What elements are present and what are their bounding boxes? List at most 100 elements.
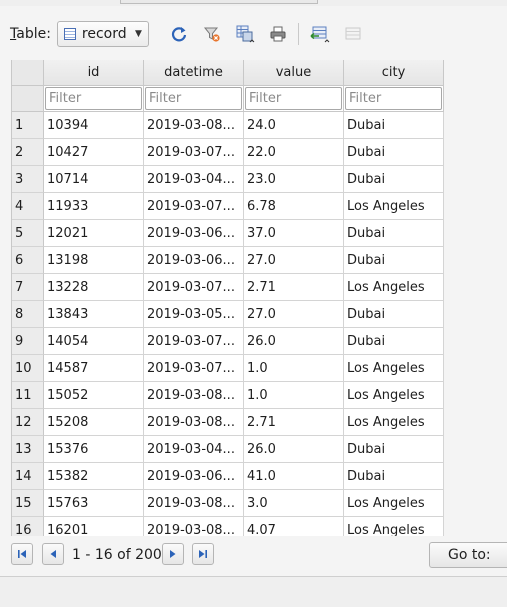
refresh-button[interactable]	[167, 22, 191, 46]
cell-id[interactable]: 12021	[44, 220, 144, 247]
column-header-city[interactable]: city	[344, 60, 444, 86]
cell-city[interactable]: Dubai	[344, 220, 444, 247]
table-row[interactable]: 14 15382 2019-03-06... 41.0 Dubai	[12, 463, 445, 490]
row-number[interactable]: 13	[12, 436, 44, 463]
cell-city[interactable]: Dubai	[344, 436, 444, 463]
cell-datetime[interactable]: 2019-03-07...	[144, 193, 244, 220]
delete-record-button[interactable]	[341, 22, 365, 46]
cell-value[interactable]: 37.0	[244, 220, 344, 247]
cell-datetime[interactable]: 2019-03-05...	[144, 301, 244, 328]
cell-value[interactable]: 22.0	[244, 139, 344, 166]
cell-id[interactable]: 16201	[44, 517, 144, 536]
row-number[interactable]: 2	[12, 139, 44, 166]
table-row[interactable]: 15 15763 2019-03-08... 3.0 Los Angeles	[12, 490, 445, 517]
go-to-button[interactable]: Go to:	[429, 542, 507, 568]
row-number[interactable]: 10	[12, 355, 44, 382]
cell-datetime[interactable]: 2019-03-04...	[144, 436, 244, 463]
table-select[interactable]: record ▼	[56, 21, 149, 47]
cell-city[interactable]: Dubai	[344, 247, 444, 274]
cell-id[interactable]: 15382	[44, 463, 144, 490]
cell-datetime[interactable]: 2019-03-06...	[144, 247, 244, 274]
cell-value[interactable]: 2.71	[244, 409, 344, 436]
table-row[interactable]: 2 10427 2019-03-07... 22.0 Dubai	[12, 139, 445, 166]
cell-value[interactable]: 27.0	[244, 247, 344, 274]
cell-city[interactable]: Dubai	[344, 166, 444, 193]
cell-city[interactable]: Los Angeles	[344, 355, 444, 382]
table-row[interactable]: 4 11933 2019-03-07... 6.78 Los Angeles	[12, 193, 445, 220]
row-number[interactable]: 11	[12, 382, 44, 409]
row-number[interactable]: 3	[12, 166, 44, 193]
cell-city[interactable]: Los Angeles	[344, 382, 444, 409]
cell-value[interactable]: 1.0	[244, 355, 344, 382]
cell-city[interactable]: Dubai	[344, 301, 444, 328]
cell-value[interactable]: 4.07	[244, 517, 344, 536]
cell-datetime[interactable]: 2019-03-07...	[144, 274, 244, 301]
cell-datetime[interactable]: 2019-03-07...	[144, 355, 244, 382]
cell-value[interactable]: 26.0	[244, 328, 344, 355]
filter-input-city[interactable]	[345, 87, 442, 110]
last-record-button[interactable]	[192, 543, 214, 565]
clear-filters-button[interactable]	[200, 22, 224, 46]
cell-id[interactable]: 15208	[44, 409, 144, 436]
cell-city[interactable]: Dubai	[344, 112, 444, 139]
cell-datetime[interactable]: 2019-03-08...	[144, 382, 244, 409]
table-row[interactable]: 8 13843 2019-03-05... 27.0 Dubai	[12, 301, 445, 328]
cell-id[interactable]: 15052	[44, 382, 144, 409]
cell-value[interactable]: 41.0	[244, 463, 344, 490]
cell-city[interactable]: Los Angeles	[344, 517, 444, 536]
row-number[interactable]: 14	[12, 463, 44, 490]
column-header-datetime[interactable]: datetime	[144, 60, 244, 86]
cell-id[interactable]: 13198	[44, 247, 144, 274]
cell-city[interactable]: Los Angeles	[344, 193, 444, 220]
cell-id[interactable]: 14587	[44, 355, 144, 382]
cell-id[interactable]: 10394	[44, 112, 144, 139]
row-number[interactable]: 7	[12, 274, 44, 301]
save-table-button[interactable]	[233, 22, 257, 46]
filter-input-id[interactable]	[45, 87, 142, 110]
table-row[interactable]: 1 10394 2019-03-08... 24.0 Dubai	[12, 112, 445, 139]
table-row[interactable]: 12 15208 2019-03-08... 2.71 Los Angeles	[12, 409, 445, 436]
cell-city[interactable]: Dubai	[344, 328, 444, 355]
table-row[interactable]: 9 14054 2019-03-07... 26.0 Dubai	[12, 328, 445, 355]
row-number[interactable]: 12	[12, 409, 44, 436]
cell-value[interactable]: 3.0	[244, 490, 344, 517]
column-header-id[interactable]: id	[44, 60, 144, 86]
row-number[interactable]: 4	[12, 193, 44, 220]
cell-datetime[interactable]: 2019-03-04...	[144, 166, 244, 193]
cell-id[interactable]: 11933	[44, 193, 144, 220]
table-row[interactable]: 10 14587 2019-03-07... 1.0 Los Angeles	[12, 355, 445, 382]
previous-page-button[interactable]	[42, 543, 64, 565]
cell-city[interactable]: Los Angeles	[344, 274, 444, 301]
cell-id[interactable]: 14054	[44, 328, 144, 355]
cell-id[interactable]: 15763	[44, 490, 144, 517]
cell-value[interactable]: 26.0	[244, 436, 344, 463]
row-number[interactable]: 9	[12, 328, 44, 355]
table-row[interactable]: 3 10714 2019-03-04... 23.0 Dubai	[12, 166, 445, 193]
table-row[interactable]: 13 15376 2019-03-04... 26.0 Dubai	[12, 436, 445, 463]
cell-value[interactable]: 23.0	[244, 166, 344, 193]
cell-datetime[interactable]: 2019-03-06...	[144, 220, 244, 247]
cell-id[interactable]: 13843	[44, 301, 144, 328]
next-page-button[interactable]	[162, 543, 184, 565]
row-number[interactable]: 16	[12, 517, 44, 536]
table-row[interactable]: 11 15052 2019-03-08... 1.0 Los Angeles	[12, 382, 445, 409]
cell-id[interactable]: 15376	[44, 436, 144, 463]
cell-value[interactable]: 6.78	[244, 193, 344, 220]
filter-input-datetime[interactable]	[145, 87, 242, 110]
cell-city[interactable]: Dubai	[344, 463, 444, 490]
table-row[interactable]: 16 16201 2019-03-08... 4.07 Los Angeles	[12, 517, 445, 536]
cell-value[interactable]: 2.71	[244, 274, 344, 301]
cell-value[interactable]: 24.0	[244, 112, 344, 139]
print-button[interactable]	[266, 22, 290, 46]
row-number[interactable]: 6	[12, 247, 44, 274]
grid-corner[interactable]	[12, 60, 44, 86]
cell-city[interactable]: Dubai	[344, 139, 444, 166]
cell-datetime[interactable]: 2019-03-07...	[144, 328, 244, 355]
first-record-button[interactable]	[11, 543, 33, 565]
tab[interactable]	[120, 0, 318, 4]
cell-datetime[interactable]: 2019-03-06...	[144, 463, 244, 490]
row-number[interactable]: 8	[12, 301, 44, 328]
cell-city[interactable]: Los Angeles	[344, 409, 444, 436]
row-number[interactable]: 5	[12, 220, 44, 247]
filter-input-value[interactable]	[245, 87, 342, 110]
